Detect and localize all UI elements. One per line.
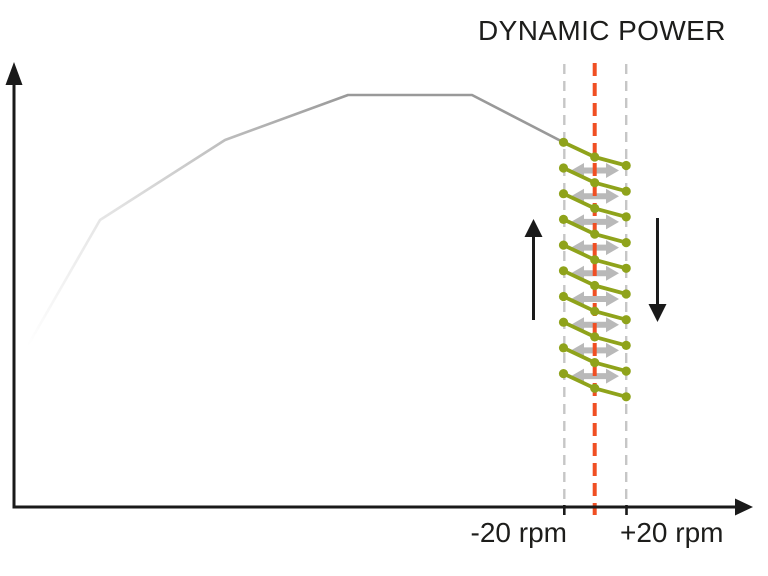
power-step-dot	[558, 163, 569, 173]
power-step-dot	[558, 240, 569, 250]
power-step-dot	[621, 212, 631, 222]
power-step-dot	[558, 317, 569, 327]
power-step-dot	[621, 366, 631, 376]
power-curve	[25, 93, 565, 349]
power-step-dot	[621, 160, 631, 171]
power-step-dot	[590, 383, 600, 393]
power-step-dot	[621, 315, 631, 325]
power-step-dot	[558, 266, 569, 276]
power-step-dot	[558, 291, 569, 302]
power-step-dot	[558, 369, 569, 379]
power-step-dot	[590, 358, 600, 368]
speed-oscillation-double-arrow	[571, 291, 619, 307]
power-step-dot	[621, 186, 631, 196]
power-step-dot	[621, 392, 631, 402]
speed-oscillation-double-arrow	[571, 214, 619, 230]
power-step-dot	[590, 229, 600, 239]
speed-oscillation-double-arrow	[571, 368, 619, 384]
power-step-dot	[621, 340, 631, 350]
page-title: DYNAMIC POWER	[478, 15, 726, 46]
y-axis-arrow-head	[5, 62, 23, 85]
power-step-dot	[590, 178, 600, 188]
power-down-arrow-head	[648, 304, 667, 322]
power-step-dot	[558, 343, 569, 353]
power-step-dot	[558, 137, 569, 147]
power-step-dot	[590, 255, 600, 265]
power-step-dot	[590, 332, 600, 342]
power-step-dot	[590, 306, 600, 316]
power-step-dot	[558, 189, 569, 199]
power-step-dot	[590, 152, 600, 162]
speed-oscillation-double-arrow	[571, 188, 619, 204]
x-tick-label-minus-20-rpm: -20 rpm	[470, 517, 567, 548]
power-step-dot	[621, 263, 631, 273]
power-step-dot	[621, 238, 631, 248]
power-step-dot	[558, 214, 569, 224]
power-step-dot	[590, 203, 600, 213]
x-axis-arrow-head	[735, 498, 753, 516]
power-up-arrow-head	[524, 219, 543, 237]
power-step-dot	[590, 280, 600, 291]
power-step-dot	[621, 289, 631, 299]
x-tick-label-plus-20-rpm: +20 rpm	[620, 517, 724, 548]
